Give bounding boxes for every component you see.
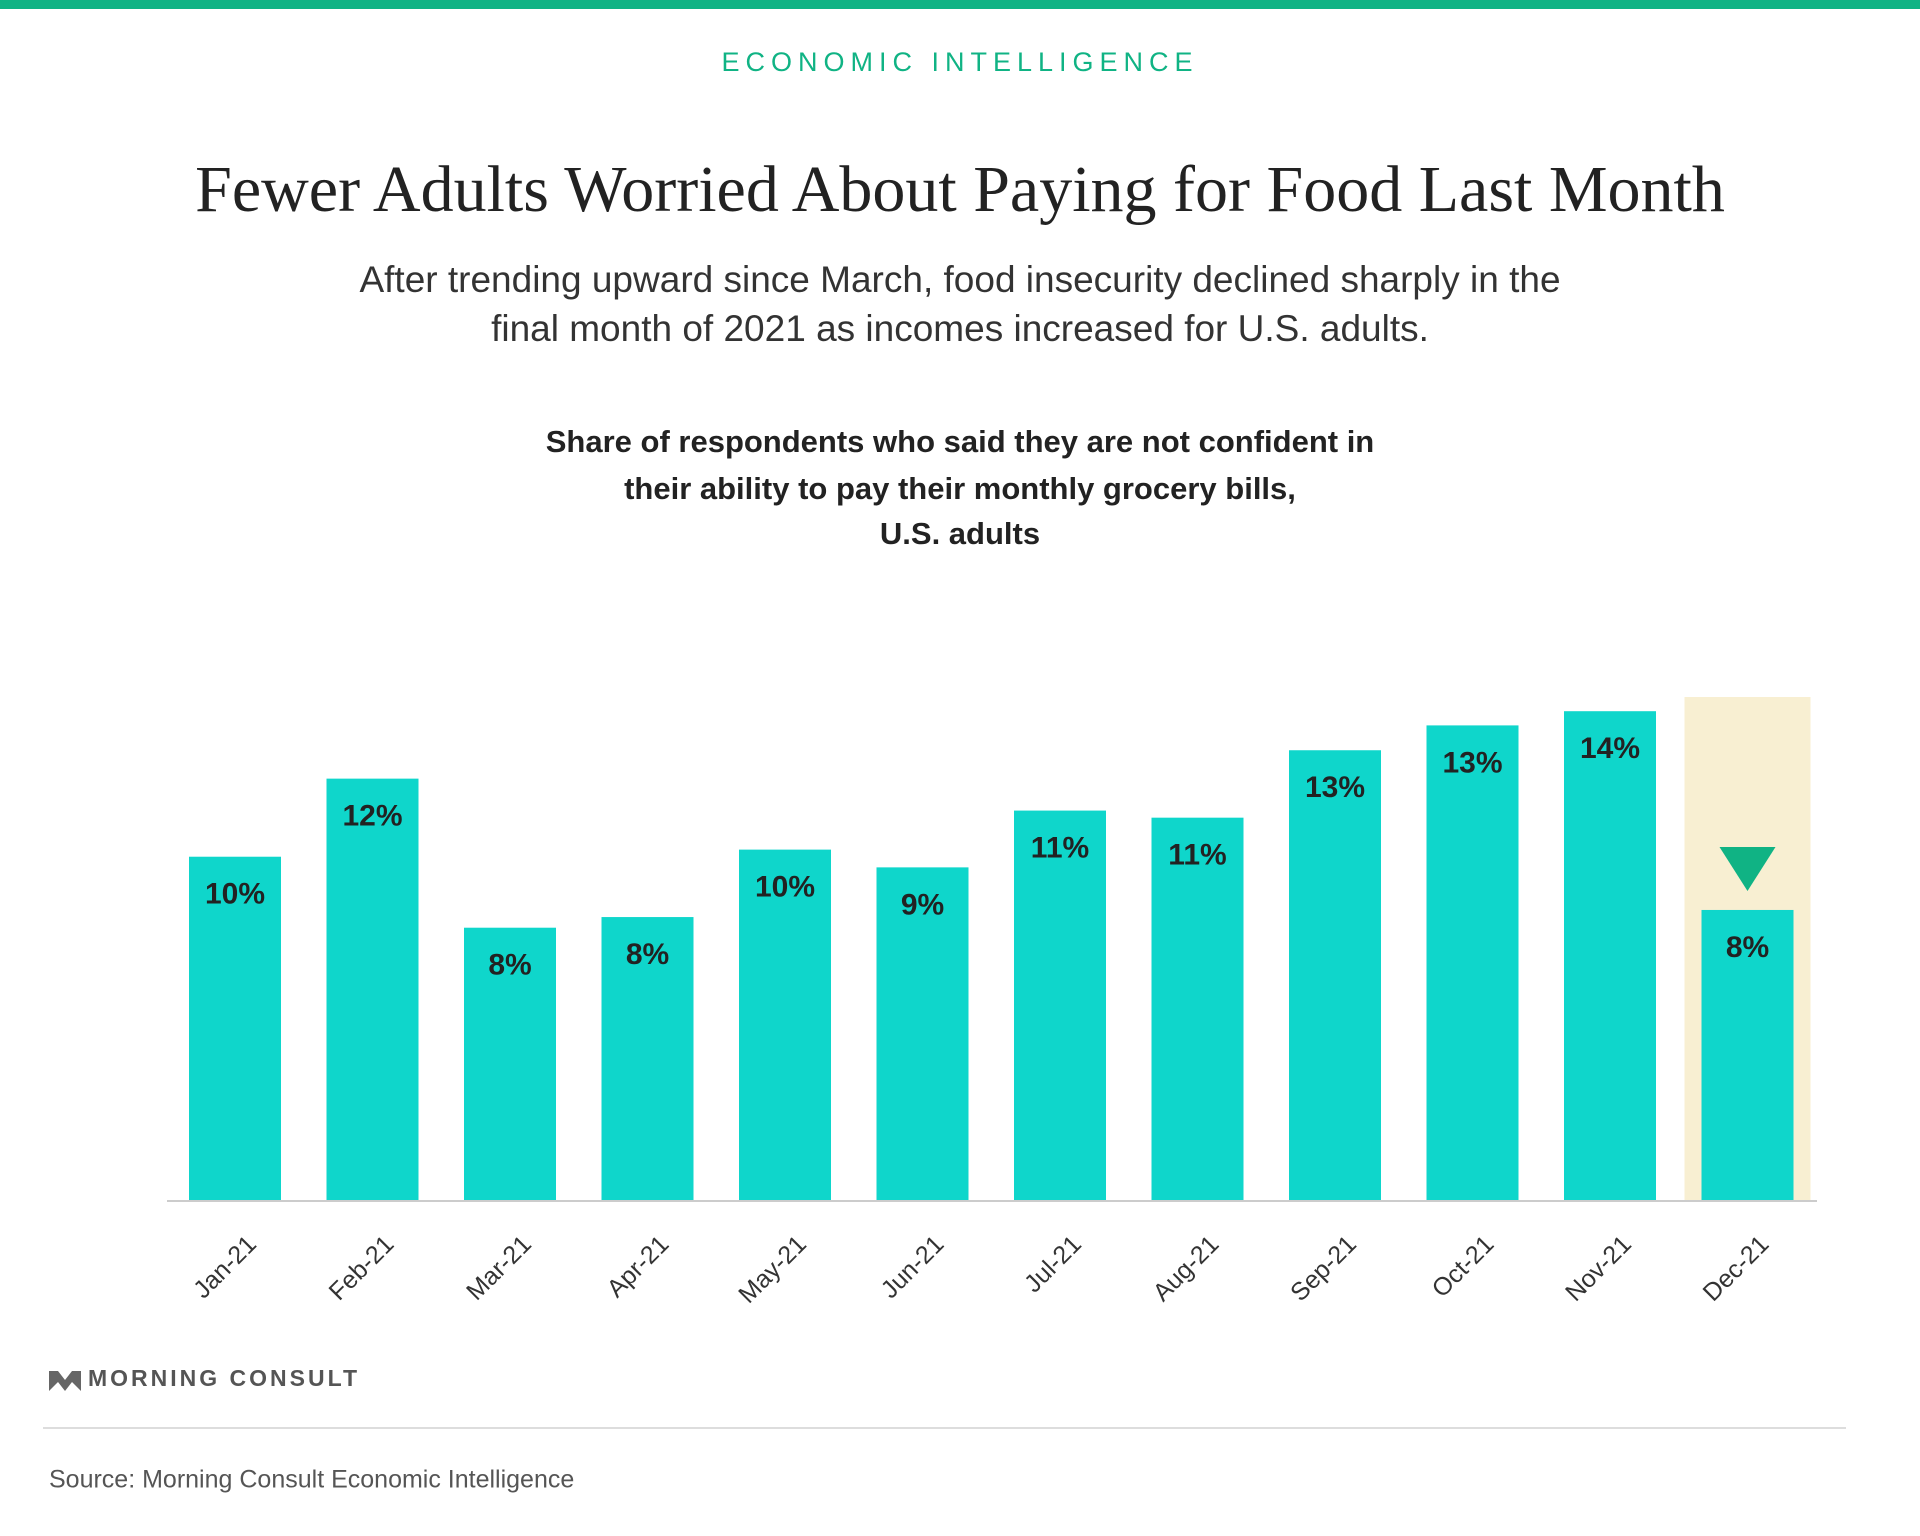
x-tick-label: May-21 (733, 1230, 812, 1309)
x-tick-label: Feb-21 (324, 1230, 400, 1306)
x-tick-label: Oct-21 (1427, 1230, 1500, 1303)
bar (1701, 909, 1794, 1201)
x-tick-label: Dec-21 (1698, 1230, 1775, 1307)
bar (1289, 750, 1381, 1201)
value-label: 11% (1168, 839, 1226, 872)
x-tick-label: Jan-21 (188, 1230, 262, 1304)
x-tick-label: Sep-21 (1285, 1230, 1362, 1307)
top-bar (0, 0, 1920, 9)
bar (1564, 711, 1656, 1201)
subtitle: After trending upward since March, food … (359, 259, 1560, 300)
value-label: 10% (755, 871, 815, 904)
value-label: 14% (1580, 732, 1640, 765)
chart-title: U.S. adults (880, 516, 1040, 551)
bar (1014, 810, 1106, 1201)
chart-title: their ability to pay their monthly groce… (624, 471, 1296, 506)
chart-title: Share of respondents who said they are n… (546, 424, 1375, 459)
x-tick-label: Nov-21 (1560, 1230, 1637, 1307)
plot: 10% Jan-21 12% Feb-21 8% Mar-21 8% Apr-21 10% May… (167, 697, 1817, 1309)
x-tick-label: Jun-21 (876, 1230, 950, 1304)
value-label: 10% (205, 878, 265, 911)
bar (189, 856, 281, 1201)
title: Fewer Adults Worried About Paying for Fo… (195, 153, 1725, 226)
value-label: 9% (901, 888, 944, 921)
bar (876, 867, 969, 1201)
value-label: 12% (342, 800, 402, 833)
value-label: 8% (626, 938, 669, 971)
value-label: 13% (1305, 771, 1365, 804)
source: Source: Morning Consult Economic Intelli… (49, 1466, 574, 1494)
bar (1426, 725, 1519, 1201)
value-label: 11% (1031, 831, 1089, 864)
bar (464, 927, 556, 1201)
brand: MORNING CONSULT (88, 1365, 360, 1391)
kicker: ECONOMIC INTELLIGENCE (721, 47, 1198, 77)
bar (601, 917, 694, 1201)
value-label: 8% (488, 949, 531, 982)
value-label: 13% (1442, 746, 1502, 779)
x-tick-label: Aug-21 (1148, 1230, 1225, 1307)
logo-mark (49, 1371, 81, 1391)
bar (1151, 817, 1244, 1201)
down-arrow (1719, 847, 1776, 891)
x-tick-label: Apr-21 (602, 1230, 675, 1303)
subtitle: final month of 2021 as incomes increased… (491, 308, 1429, 349)
x-tick-label: Mar-21 (461, 1230, 537, 1306)
bar (739, 849, 831, 1201)
x-tick-label: Jul-21 (1019, 1230, 1087, 1298)
value-label: 8% (1726, 931, 1769, 964)
bar (326, 778, 419, 1201)
